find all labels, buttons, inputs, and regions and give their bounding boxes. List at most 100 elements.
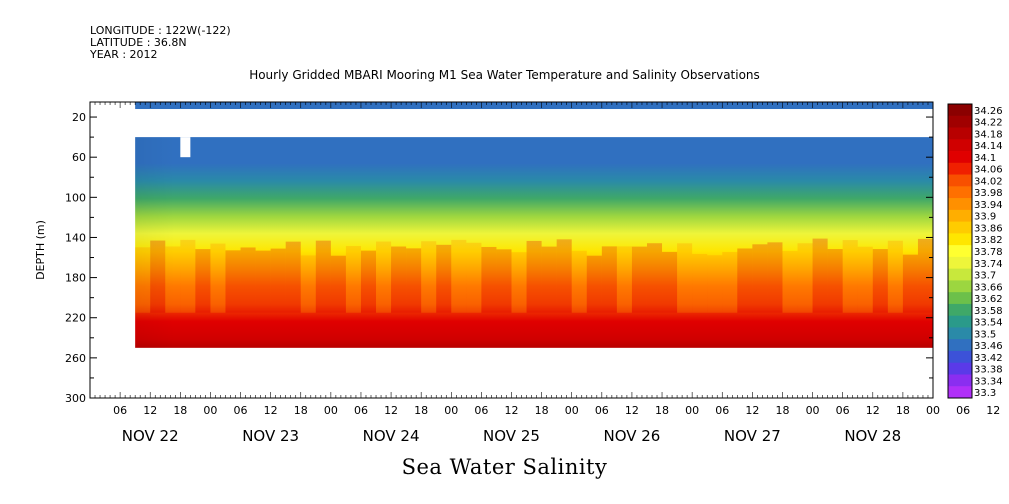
variability-column [451,239,467,313]
variability-column [180,239,196,313]
variability-column [240,247,256,313]
x-hour-label: 18 [775,404,789,417]
variability-column [646,243,663,313]
variability-column [571,250,587,313]
colorbar-swatch [948,292,972,305]
x-hour-label: 12 [866,404,880,417]
variability-column [466,242,482,313]
x-hour-label: 06 [956,404,970,417]
colorbar-label: 33.9 [974,212,996,223]
variability-column [421,241,437,313]
variability-column [255,250,271,313]
variable-label: Sea Water Salinity [401,455,608,479]
colorbar-label: 33.34 [974,376,1003,387]
x-hour-label: 18 [655,404,669,417]
variability-column [195,249,211,313]
colorbar-label: 33.98 [974,188,1003,199]
variability-column [210,243,226,313]
salinity-field [135,137,934,348]
colorbar-label: 34.06 [974,165,1003,176]
colorbar-swatch [948,268,972,281]
x-day-label: NOV 25 [483,427,540,445]
x-hour-label: 12 [625,404,639,417]
colorbar-swatch [948,139,972,152]
variability-column [842,240,858,313]
year-label: YEAR : 2012 [90,48,158,61]
colorbar-frame [947,103,973,399]
colorbar-label: 33.78 [974,247,1003,258]
x-hour-label: 06 [354,404,368,417]
x-hour-label: 12 [143,404,157,417]
x-day-label: NOV 24 [363,427,420,445]
colorbar-label: 33.94 [974,200,1003,211]
x-hour-label: 12 [745,404,759,417]
x-hour-label: 00 [203,404,217,417]
variability-column [767,242,783,313]
variability-column [541,246,557,313]
variability-column [782,250,798,313]
x-hour-label: 12 [384,404,398,417]
y-tick-label: 140 [65,231,86,244]
colorbar-label: 34.02 [974,176,1003,187]
variability-column [601,246,617,313]
colorbar-swatch [948,280,972,293]
variability-column [300,255,316,313]
colorbar-label: 34.26 [974,106,1003,117]
colorbar-label: 33.54 [974,318,1003,329]
colorbar-label: 34.1 [974,153,996,164]
colorbar-swatch [948,233,972,246]
colorbar-swatch [948,386,972,399]
colorbar-label: 33.5 [974,329,996,340]
variability-column [376,241,392,313]
colorbar-swatch [948,186,972,199]
colorbar-label: 33.3 [974,388,996,399]
variability-column [827,249,843,313]
colorbar-label: 33.58 [974,306,1003,317]
colorbar-swatch [948,104,972,117]
x-day-label: NOV 27 [724,427,781,445]
variability-column [797,243,813,313]
heatmap-plot [135,102,934,348]
y-tick-label: 20 [72,111,86,124]
variability-column [737,248,753,313]
variability-column [481,246,497,313]
variability-column [887,240,903,313]
x-day-label: NOV 23 [242,427,299,445]
colorbar-swatch [948,327,972,340]
variability-column [902,254,918,313]
colorbar: 34.2634.2234.1834.1434.134.0634.0233.983… [947,103,1003,399]
x-hour-label: 18 [535,404,549,417]
x-day-label: NOV 26 [603,427,660,445]
x-hour-label: 06 [836,404,850,417]
x-hour-label: 06 [715,404,729,417]
colorbar-label: 33.74 [974,259,1003,270]
variability-column [616,246,632,313]
variability-column [496,249,512,313]
axes: 20 60 100 140 180 220 260 300 DEPTH (m) 06 12 18 00 0… [34,101,1000,445]
x-day-label: NOV 28 [844,427,901,445]
x-hour-label: 12 [986,404,1000,417]
colorbar-label: 33.38 [974,365,1003,376]
y-tick-label: 60 [72,151,86,164]
variability-column [631,246,647,313]
colorbar-label: 33.82 [974,235,1003,246]
variability-column [526,240,542,313]
colorbar-swatch [948,256,972,270]
x-hour-label: 18 [896,404,910,417]
x-hour-label: 00 [806,404,820,417]
y-tick-label: 300 [65,392,86,405]
colorbar-swatch [948,162,972,175]
colorbar-swatch [948,115,972,128]
variability-column [586,255,602,313]
variability-column [360,250,377,313]
colorbar-label: 34.18 [974,129,1003,140]
colorbar-label: 33.7 [974,271,996,282]
variability-column [707,255,723,313]
y-tick-label: 180 [65,272,86,285]
colorbar-label: 34.22 [974,118,1003,129]
colorbar-swatch [948,221,972,234]
variability-column [917,238,933,313]
variability-column [391,246,407,313]
latitude-label: LATITUDE : 36.8N [90,36,187,49]
